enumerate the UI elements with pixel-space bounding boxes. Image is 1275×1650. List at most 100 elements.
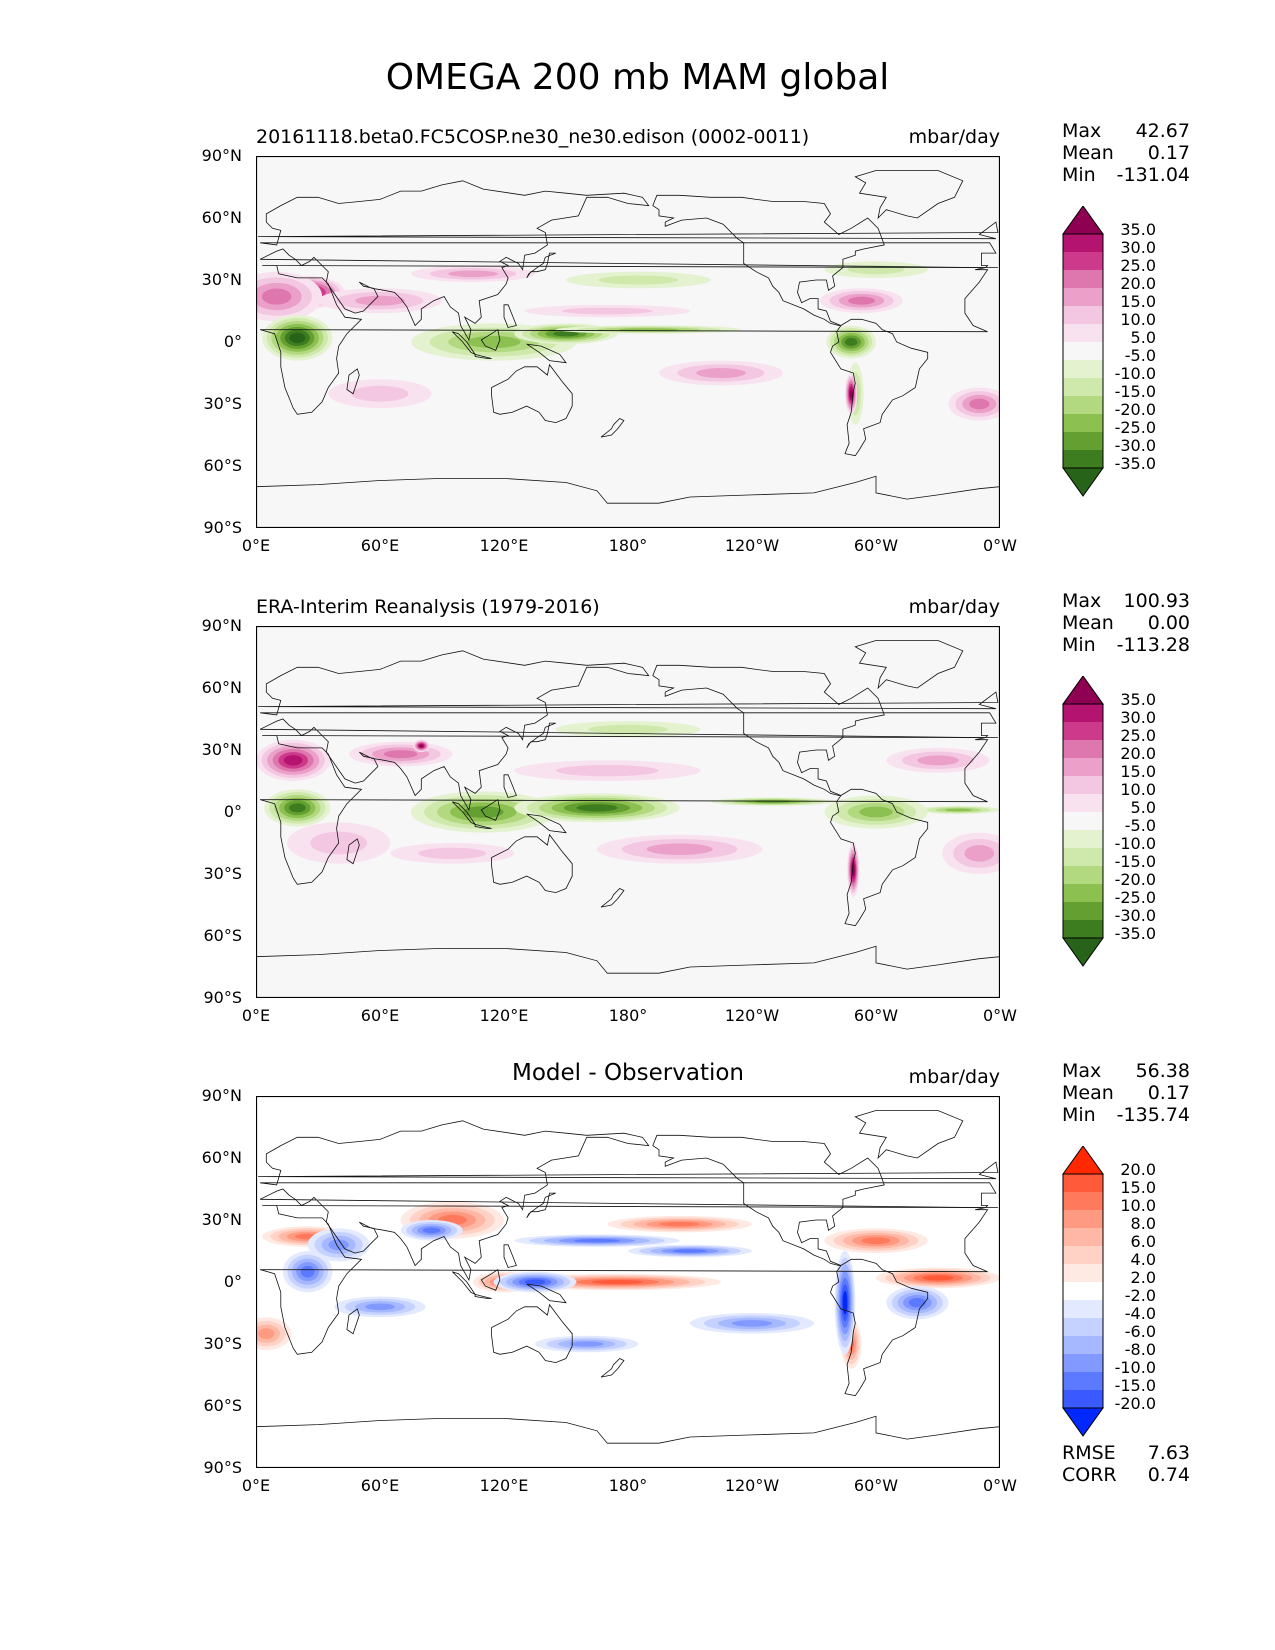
coastline [256,1415,1000,1468]
colorbar-swatch [1063,740,1103,758]
colorbar-label: 25.0 [1120,726,1156,745]
coastline [474,1293,492,1299]
lat-tick-label: 60°S [203,456,242,475]
lat-tick-label: 30°N [201,1210,242,1229]
coastline [346,368,360,395]
field-contour [289,332,306,344]
lat-tick-label: 60°N [201,208,242,227]
lat-tick-label: 90°N [201,1086,242,1105]
coastline [491,833,573,894]
colorbar-label: 20.0 [1120,274,1156,293]
colorbar-swatch [1063,234,1103,252]
coastline [830,318,929,457]
field-contour [553,331,579,337]
colorbar-label: -35.0 [1114,454,1156,473]
field-contour [351,385,409,402]
colorbar-swatch [1063,252,1103,270]
coastline [491,363,573,424]
colorbar-label: -35.0 [1114,924,1156,943]
colorbar-swatch [1063,1228,1103,1246]
stats-box: Max 56.38 Mean 0.17 Min -135.74 [1062,1060,1190,1126]
colorbar-swatch [1063,432,1103,450]
panel-title: Model - Observation [511,1060,745,1086]
colorbar-label: 20.0 [1120,1160,1156,1179]
field-contour [573,1238,621,1243]
lon-tick-label: 120°E [479,1476,529,1495]
lat-tick-label: 60°S [203,1396,242,1415]
colorbar-label: -10.0 [1114,364,1156,383]
colorbar-swatch [1063,288,1103,306]
colorbar-swatch [1063,450,1103,468]
lat-tick-label: 90°S [203,518,242,537]
coastline [830,1258,929,1397]
field-contour [842,1290,848,1315]
lon-tick-label: 0°E [241,536,271,555]
stat-mean: 0.17 [1147,142,1190,164]
colorbar-swatch [1063,378,1103,396]
colorbar-swatch [1063,1192,1103,1210]
coastline [258,221,999,240]
colorbar-label: -15.0 [1114,382,1156,401]
field-contour [696,368,746,378]
colorbar-swatch [1063,812,1103,830]
colorbar-extend-min [1062,937,1104,967]
field-contour [383,750,418,759]
lat-tick-label: 60°N [201,678,242,697]
metric-rmse: 7.63 [1147,1442,1190,1464]
coastline [600,418,625,438]
colorbar-swatch [1063,1174,1103,1192]
stat-mean: 0.00 [1147,612,1190,634]
map-frame [256,156,1000,528]
coastline [503,1244,517,1268]
coastline [526,343,567,364]
field-contour [659,1221,700,1227]
lon-tick-label: 180° [608,536,648,555]
colorbar-swatch [1063,396,1103,414]
colorbar-swatch [1063,1246,1103,1264]
coastline [503,774,517,798]
stat-max: 42.67 [1135,120,1190,142]
colorbar-label: -20.0 [1114,870,1156,889]
colorbar-label: -5.0 [1124,346,1156,365]
colorbar-label: 35.0 [1120,220,1156,239]
field-contour [463,806,504,818]
colorbar-label: -20.0 [1114,400,1156,419]
stat-min: -113.28 [1116,634,1190,656]
colorbar [1062,206,1104,497]
colorbar-swatch [1063,794,1103,812]
coastline [258,691,999,710]
field-contour [945,808,973,812]
coastline [474,823,492,829]
stat-min: -135.74 [1116,1104,1190,1126]
colorbar-label: -15.0 [1114,852,1156,871]
colorbar-label: 30.0 [1120,238,1156,257]
coastline [600,1358,625,1378]
colorbar-outline [1062,1173,1104,1409]
field-contour [576,804,618,812]
colorbar-swatch [1063,1318,1103,1336]
lat-tick-label: 90°S [203,988,242,1007]
lat-tick-label: 90°N [201,146,242,165]
field-contour [859,806,893,818]
panel-difference: Model - Observation mbar/day 90°N 60°N 3… [0,1060,1275,1536]
coastline [259,180,997,342]
colorbar-swatch [1063,360,1103,378]
field-contour [418,847,487,860]
lon-tick-label: 120°W [724,1006,780,1025]
colorbar-label: 30.0 [1120,708,1156,727]
lat-tick-label: 0° [223,1272,242,1291]
coastline [652,194,885,326]
coastline [830,788,929,927]
field-contour [448,270,498,278]
lon-tick-label: 180° [608,1006,648,1025]
lon-tick-label: 0°W [983,536,1017,555]
coastline [491,1303,573,1364]
colorbar-label: -8.0 [1124,1340,1156,1359]
field-contour [588,724,668,734]
colorbar-swatch [1063,1336,1103,1354]
lat-tick-label: 30°N [201,270,242,289]
figure-title: OMEGA 200 mb MAM global [385,57,890,98]
stats-box: Max 100.93 Mean 0.00 Min -113.28 [1062,590,1190,656]
colorbar-label: 10.0 [1120,780,1156,799]
field-contour [646,843,713,855]
